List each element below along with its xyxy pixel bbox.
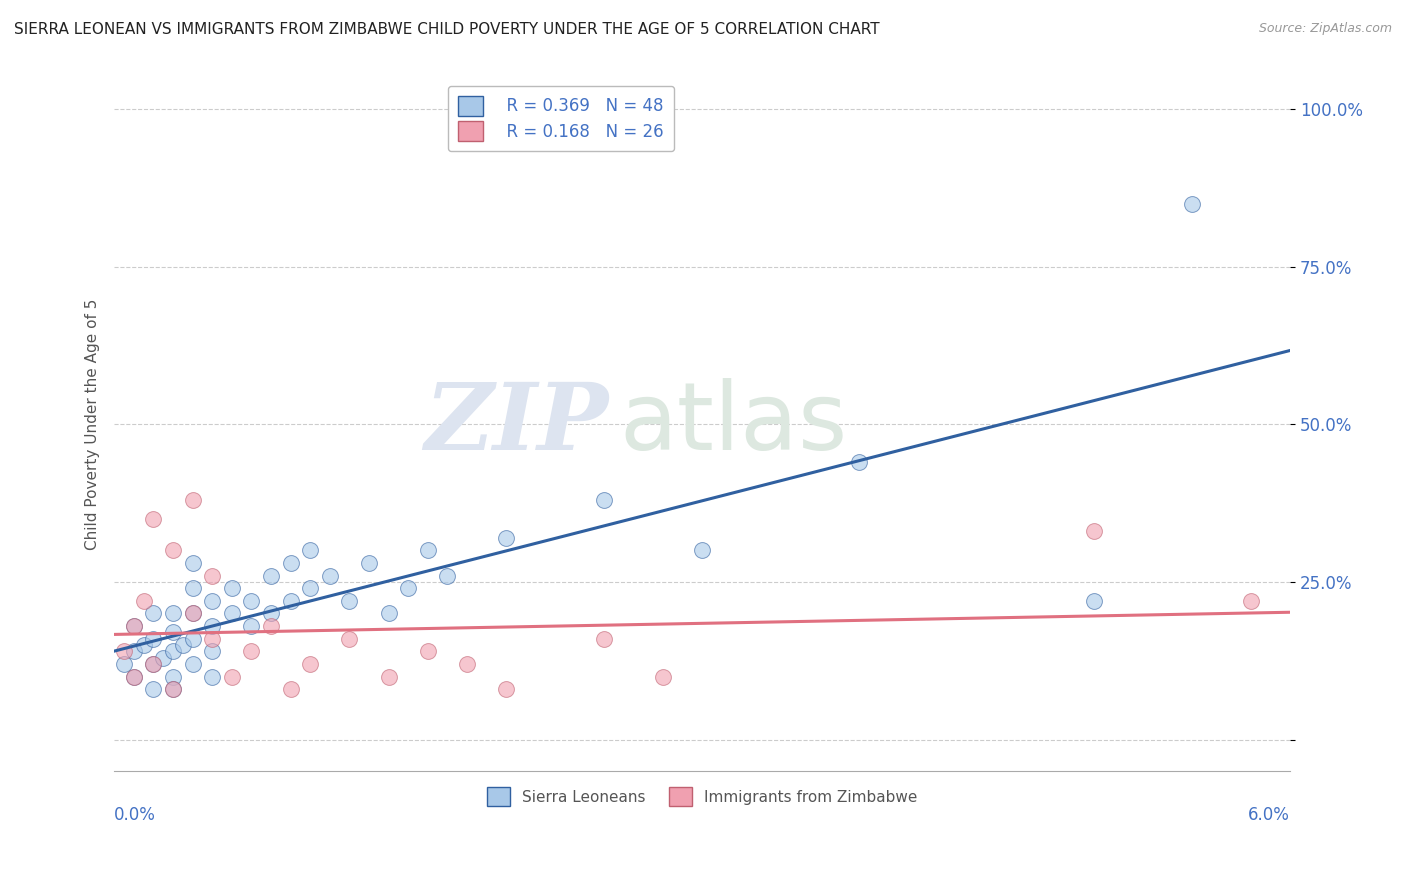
Point: [357, 556, 380, 570]
Point: [162, 625, 184, 640]
Point: [495, 531, 517, 545]
Text: 0.0%: 0.0%: [114, 805, 156, 824]
Point: [162, 682, 184, 697]
Point: [495, 682, 517, 697]
Point: [280, 556, 302, 570]
Point: [337, 632, 360, 646]
Point: [1083, 594, 1105, 608]
Point: [1083, 524, 1105, 539]
Point: [172, 638, 194, 652]
Point: [142, 682, 165, 697]
Point: [848, 455, 870, 469]
Point: [221, 669, 243, 683]
Point: [436, 568, 458, 582]
Point: [280, 682, 302, 697]
Point: [112, 644, 135, 658]
Point: [122, 669, 145, 683]
Point: [112, 657, 135, 671]
Text: SIERRA LEONEAN VS IMMIGRANTS FROM ZIMBABWE CHILD POVERTY UNDER THE AGE OF 5 CORR: SIERRA LEONEAN VS IMMIGRANTS FROM ZIMBAB…: [14, 22, 880, 37]
Point: [122, 669, 145, 683]
Text: Source: ZipAtlas.com: Source: ZipAtlas.com: [1258, 22, 1392, 36]
Point: [201, 619, 224, 633]
Point: [260, 619, 283, 633]
Point: [240, 594, 263, 608]
Point: [201, 632, 224, 646]
Point: [122, 619, 145, 633]
Point: [201, 568, 224, 582]
Point: [240, 619, 263, 633]
Point: [221, 607, 243, 621]
Point: [181, 657, 204, 671]
Point: [142, 632, 165, 646]
Point: [181, 492, 204, 507]
Point: [162, 543, 184, 558]
Point: [260, 568, 283, 582]
Point: [201, 669, 224, 683]
Point: [416, 644, 439, 658]
Point: [142, 607, 165, 621]
Point: [201, 644, 224, 658]
Point: [162, 644, 184, 658]
Point: [396, 581, 419, 595]
Text: atlas: atlas: [620, 378, 848, 470]
Y-axis label: Child Poverty Under the Age of 5: Child Poverty Under the Age of 5: [86, 299, 100, 550]
Point: [142, 657, 165, 671]
Point: [260, 607, 283, 621]
Point: [221, 581, 243, 595]
Point: [162, 682, 184, 697]
Point: [337, 594, 360, 608]
Point: [593, 492, 616, 507]
Point: [142, 657, 165, 671]
Point: [593, 632, 616, 646]
Point: [181, 607, 204, 621]
Point: [377, 669, 399, 683]
Point: [690, 543, 713, 558]
Point: [181, 581, 204, 595]
Point: [299, 543, 322, 558]
Point: [181, 632, 204, 646]
Point: [132, 638, 155, 652]
Point: [280, 594, 302, 608]
Text: 6.0%: 6.0%: [1249, 805, 1291, 824]
Point: [240, 644, 263, 658]
Point: [201, 594, 224, 608]
Point: [142, 512, 165, 526]
Point: [416, 543, 439, 558]
Point: [132, 594, 155, 608]
Point: [122, 619, 145, 633]
Text: ZIP: ZIP: [423, 379, 609, 469]
Point: [456, 657, 478, 671]
Point: [377, 607, 399, 621]
Point: [181, 556, 204, 570]
Point: [652, 669, 675, 683]
Point: [181, 607, 204, 621]
Point: [319, 568, 342, 582]
Point: [299, 581, 322, 595]
Legend: Sierra Leoneans, Immigrants from Zimbabwe: Sierra Leoneans, Immigrants from Zimbabw…: [481, 781, 924, 812]
Point: [1181, 196, 1204, 211]
Point: [122, 644, 145, 658]
Point: [299, 657, 322, 671]
Point: [162, 669, 184, 683]
Point: [152, 650, 174, 665]
Point: [162, 607, 184, 621]
Point: [1240, 594, 1263, 608]
